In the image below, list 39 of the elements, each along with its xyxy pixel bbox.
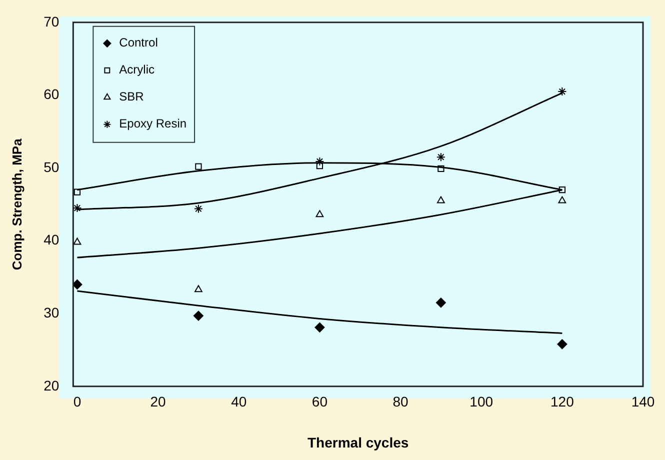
point xyxy=(557,339,568,350)
y-tick-label: 40 xyxy=(44,232,60,248)
x-tick-label: 120 xyxy=(550,394,574,410)
point xyxy=(436,152,446,162)
x-tick-label: 40 xyxy=(231,394,247,410)
point xyxy=(436,298,446,308)
point xyxy=(73,238,82,245)
point xyxy=(315,156,324,166)
point xyxy=(558,87,567,96)
point xyxy=(74,188,81,196)
point xyxy=(558,186,566,194)
x-tick-label: 60 xyxy=(312,394,328,410)
legend-label: Control xyxy=(119,36,158,50)
point xyxy=(73,204,82,213)
point xyxy=(195,163,202,170)
x-tick-label: 0 xyxy=(73,394,82,410)
point xyxy=(438,165,444,172)
legend-label: Acrylic xyxy=(119,62,155,77)
y-tick-label: 50 xyxy=(44,158,60,175)
x-tick-label: 140 xyxy=(631,394,655,410)
y-tick-label: 20 xyxy=(44,377,60,394)
point xyxy=(194,204,203,214)
point xyxy=(194,285,202,292)
point xyxy=(436,196,445,204)
y-tick-label: 70 xyxy=(44,13,60,30)
x-tick-label: 20 xyxy=(150,394,166,410)
y-tick-label: 60 xyxy=(44,86,60,102)
y-axis-title: Comp. Strength, MPa xyxy=(9,138,24,270)
point xyxy=(314,322,325,332)
legend-label: Epoxy Resin xyxy=(119,116,187,131)
x-axis-title: Thermal cycles xyxy=(308,434,409,450)
point xyxy=(558,196,566,204)
point xyxy=(73,279,82,290)
y-tick-label: 30 xyxy=(44,304,60,320)
x-tick-label: 80 xyxy=(392,394,409,410)
point xyxy=(193,310,204,321)
point xyxy=(316,210,324,218)
x-tick-label: 100 xyxy=(470,394,494,410)
legend-label: SBR xyxy=(119,90,144,104)
